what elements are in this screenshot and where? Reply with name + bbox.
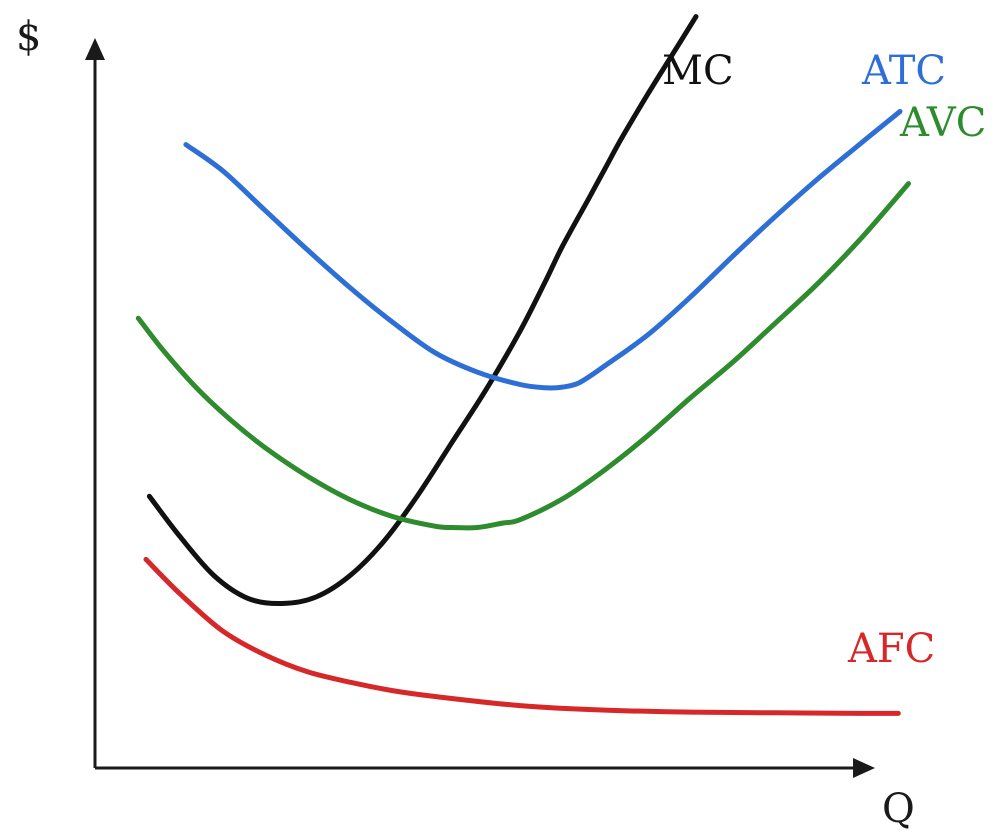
atc-curve — [183, 109, 903, 391]
mc-label: MC — [662, 48, 734, 94]
avc-curve — [135, 181, 911, 531]
afc-label: AFC — [847, 626, 935, 672]
atc-label: ATC — [861, 48, 946, 94]
avc-label: AVC — [899, 100, 986, 146]
mc-curve — [146, 14, 699, 607]
y-axis-label: $ — [16, 14, 41, 60]
x-axis-label: Q — [882, 786, 915, 832]
x-axis-arrow-icon — [853, 758, 875, 778]
axes — [85, 38, 875, 778]
curves-group — [135, 14, 911, 716]
afc-curve — [143, 556, 901, 716]
y-axis-arrow-icon — [85, 38, 105, 60]
